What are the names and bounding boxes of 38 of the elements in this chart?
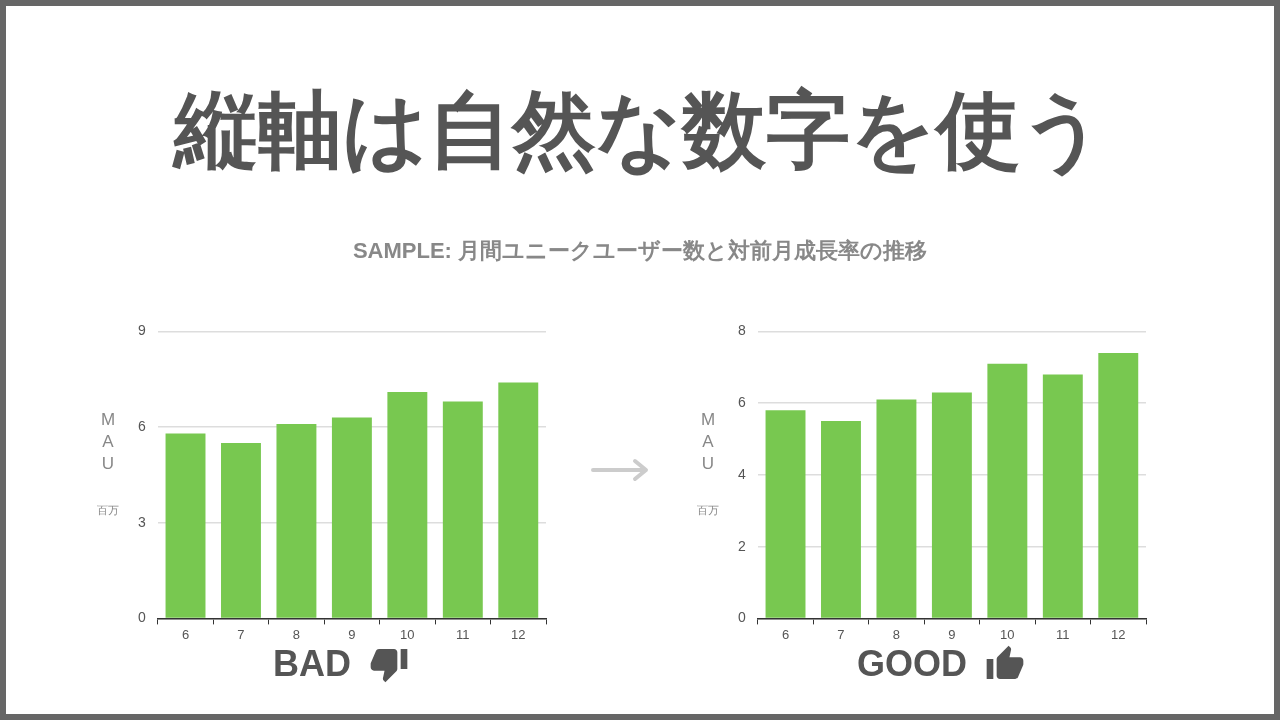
bar xyxy=(387,391,428,618)
text: 百万 xyxy=(696,503,720,518)
y-tick-label: 9 xyxy=(137,322,146,339)
y-axis-title: MAU xyxy=(699,409,717,475)
x-tick-label: 11 xyxy=(1056,626,1070,642)
y-tick-label: 6 xyxy=(137,417,146,434)
bar xyxy=(442,401,483,618)
x-tick-label: 11 xyxy=(456,626,470,642)
y-tick-label: 0 xyxy=(137,609,146,626)
text: GOOD xyxy=(856,643,967,685)
y-tick-label: 8 xyxy=(737,322,746,339)
x-tick-label: 12 xyxy=(511,626,526,642)
chart-title: 縦軸は自然な数字を使う xyxy=(171,82,1107,179)
bar xyxy=(165,433,206,618)
x-tick-label: 8 xyxy=(292,626,301,642)
x-tick-label: 6 xyxy=(781,626,790,642)
y-tick-label: 3 xyxy=(137,513,146,530)
y-tick-label: 6 xyxy=(737,394,746,411)
y-axis-title: MAU xyxy=(99,409,117,475)
x-tick-label: 9 xyxy=(348,626,356,642)
bar xyxy=(276,423,317,618)
text: 百万 xyxy=(96,503,120,518)
x-tick-label: 12 xyxy=(1111,626,1126,642)
x-tick-label: 6 xyxy=(181,626,190,642)
x-tick-label: 7 xyxy=(237,626,245,642)
x-tick-label: 7 xyxy=(837,626,845,642)
bar xyxy=(498,382,539,618)
text: BAD xyxy=(273,643,351,685)
x-tick-label: 9 xyxy=(948,626,956,642)
text: SAMPLE: 月間ユニークユーザー数と対前月成長率の推移 xyxy=(351,237,929,265)
y-tick-label: 2 xyxy=(737,537,746,554)
x-tick-label: 10 xyxy=(1000,626,1015,642)
x-tick-label: 8 xyxy=(892,626,901,642)
bar xyxy=(331,417,372,618)
y-tick-label: 0 xyxy=(737,609,746,626)
y-tick-label: 4 xyxy=(737,465,746,482)
bar xyxy=(221,443,261,618)
x-tick-label: 10 xyxy=(400,626,415,642)
